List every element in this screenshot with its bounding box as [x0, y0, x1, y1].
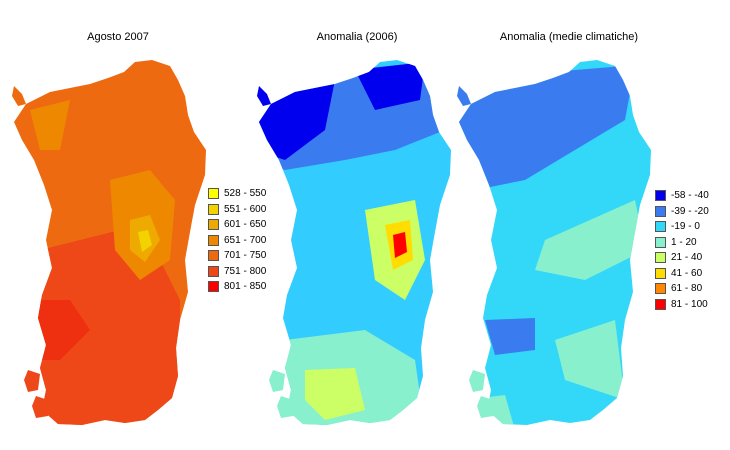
legend-item: -58 - -40 [655, 188, 709, 204]
south-mild-zone-3 [555, 320, 625, 400]
peak-anomaly-2 [393, 232, 407, 258]
sulcis-zone-2 [305, 368, 365, 420]
asinara-island-2 [257, 86, 271, 106]
legend-label: 801 - 850 [224, 281, 267, 293]
legend-swatch [655, 267, 666, 279]
legend-item: 21 - 40 [655, 250, 709, 266]
legend-label: 551 - 600 [224, 203, 267, 215]
map-title-anomalia-medie: Anomalia (medie climatiche) [499, 31, 639, 43]
legend-item: 751 - 800 [208, 264, 266, 280]
map-anomalia-2006 [257, 60, 451, 425]
legend-swatch [655, 298, 666, 310]
map-agosto-2007 [12, 60, 206, 425]
map-anomalia-medie [457, 60, 651, 425]
legend-anomalia: -58 - -40 -39 - -20 -19 - 0 1 - 20 21 - 40 41… [655, 188, 709, 312]
legend-agosto-2007: 528 - 550 551 - 600 601 - 650 651 - 700 701 … [208, 186, 266, 295]
legend-label: 81 - 100 [671, 298, 708, 310]
legend-item: -19 - 0 [655, 219, 709, 235]
legend-label: 1 - 20 [671, 236, 697, 248]
legend-swatch [208, 188, 219, 200]
legend-swatch [208, 281, 219, 293]
legend-swatch [655, 236, 666, 248]
ne-cold-zone-2 [355, 62, 425, 110]
legend-item: 81 - 100 [655, 297, 709, 313]
legend-swatch [655, 252, 666, 264]
south-warm-zone-1 [30, 230, 180, 425]
legend-item: 61 - 80 [655, 281, 709, 297]
asinara-island-1 [12, 86, 26, 106]
map-title-anomalia-2006: Anomalia (2006) [316, 31, 398, 43]
legend-swatch [208, 265, 219, 277]
legend-label: -19 - 0 [671, 221, 700, 233]
legend-label: 701 - 750 [224, 250, 267, 262]
legend-swatch [208, 234, 219, 246]
legend-swatch [655, 283, 666, 295]
asinara-island-3 [457, 86, 471, 106]
legend-item: 601 - 650 [208, 217, 266, 233]
legend-label: 601 - 650 [224, 219, 267, 231]
legend-swatch [655, 190, 666, 202]
nw-zone-1 [30, 100, 70, 150]
map-title-agosto: Agosto 2007 [87, 31, 149, 43]
legend-label: 528 - 550 [224, 188, 267, 200]
legend-label: 21 - 40 [671, 252, 703, 264]
campidano-cold-zone-3 [485, 318, 535, 355]
legend-item: 41 - 60 [655, 266, 709, 282]
legend-label: 41 - 60 [671, 267, 703, 279]
legend-swatch [655, 205, 666, 217]
legend-label: -39 - -20 [671, 205, 709, 217]
north-zone-3 [459, 65, 635, 190]
legend-item: 1 - 20 [655, 235, 709, 251]
sanpietro-island-1 [24, 370, 40, 392]
legend-swatch [208, 219, 219, 231]
legend-swatch [655, 221, 666, 233]
legend-label: 651 - 700 [224, 234, 267, 246]
legend-item: -39 - -20 [655, 204, 709, 220]
legend-item: 701 - 750 [208, 248, 266, 264]
legend-label: 61 - 80 [671, 283, 703, 295]
east-mild-zone-3 [535, 200, 645, 280]
legend-item: 551 - 600 [208, 202, 266, 218]
legend-item: 801 - 850 [208, 279, 266, 295]
sanpietro-island-3 [469, 370, 485, 392]
legend-item: 528 - 550 [208, 186, 266, 202]
sanpietro-island-2 [269, 370, 285, 392]
legend-swatch [208, 250, 219, 262]
legend-item: 651 - 700 [208, 233, 266, 249]
gennargentu-peak-1 [138, 230, 152, 252]
legend-label: 751 - 800 [224, 265, 267, 277]
legend-swatch [208, 203, 219, 215]
legend-label: -58 - -40 [671, 190, 709, 202]
